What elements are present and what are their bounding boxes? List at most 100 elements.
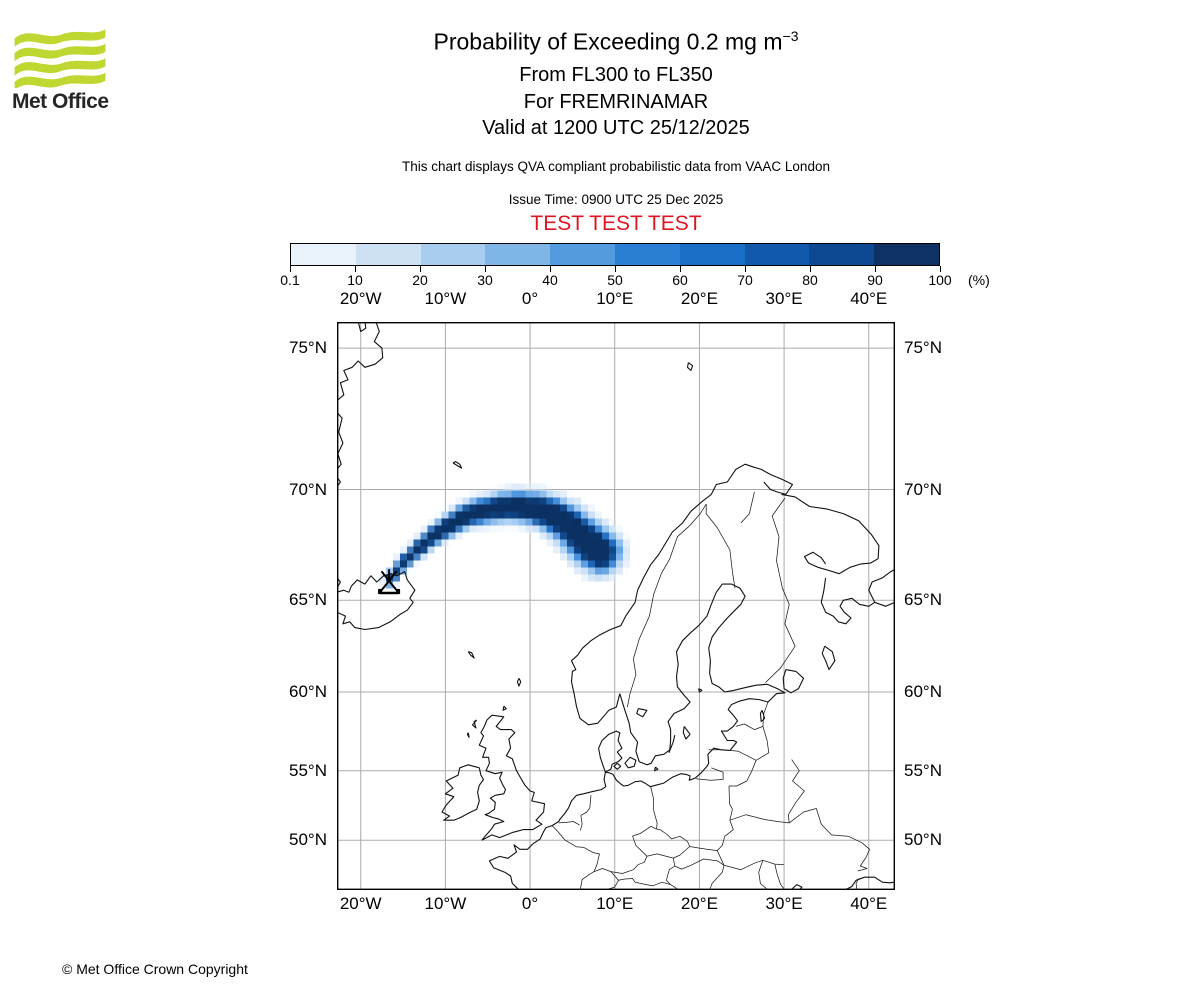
colorbar-tick	[680, 266, 681, 272]
colorbar-segment-50	[614, 244, 680, 265]
coastline	[471, 719, 478, 729]
coastline	[337, 412, 344, 470]
country-border	[558, 821, 580, 826]
coastline	[624, 756, 637, 769]
subtitle-valid-time: Valid at 1200 UTC 25/12/2025	[482, 117, 750, 139]
coastline	[502, 705, 507, 711]
volcano-marker	[378, 568, 401, 595]
colorbar-tick	[485, 266, 486, 272]
colorbar-tick	[615, 266, 616, 272]
coastline	[844, 876, 895, 890]
axis-label-lat: 65°N	[289, 590, 327, 610]
axis-label-lon: 10°W	[424, 894, 467, 913]
country-border	[705, 504, 736, 589]
country-border	[709, 865, 725, 890]
axis-label-lon: 20°W	[339, 289, 382, 308]
met-office-logo: Met Office	[10, 24, 120, 119]
axis-label-lat: 65°N	[904, 590, 942, 610]
country-border	[674, 846, 725, 870]
colorbar-tick	[875, 266, 876, 272]
country-border	[650, 786, 658, 829]
country-border	[762, 701, 769, 727]
axis-label-lat: 60°N	[904, 681, 942, 701]
coastline	[337, 571, 416, 631]
logo-text: Met Office	[12, 90, 109, 113]
axis-label-lat: 70°N	[289, 479, 327, 499]
coastline	[570, 463, 794, 726]
colorbar-tick-label: 100	[928, 272, 952, 288]
axis-label-lat: 75°N	[904, 338, 942, 358]
colorbar-tick-label: 80	[802, 272, 818, 288]
axis-label-lon: 30°E	[765, 894, 803, 913]
axis-label-lat: 55°N	[904, 760, 942, 780]
coastline	[441, 764, 485, 821]
country-border	[593, 853, 600, 872]
colorbar-tick-label: 40	[542, 272, 558, 288]
axis-label-lat: 50°N	[289, 830, 327, 850]
country-border	[755, 726, 770, 761]
colorbar-segment-90	[874, 244, 939, 265]
axis-label-lon: 10°W	[424, 289, 467, 308]
axis-label-lon: 30°E	[765, 289, 803, 308]
copyright-notice: © Met Office Crown Copyright	[62, 961, 248, 977]
country-border	[708, 749, 757, 761]
axis-label-lon: 40°E	[850, 894, 888, 913]
axis-label-lon: 40°E	[850, 289, 888, 308]
axis-label-lon: 0°	[521, 289, 539, 308]
test-banner: TEST TEST TEST	[530, 212, 702, 235]
coastline	[516, 678, 522, 687]
coastline	[682, 726, 691, 740]
country-border	[740, 491, 755, 524]
title-superscript: −3	[782, 28, 799, 44]
country-border	[735, 723, 764, 730]
country-border	[551, 825, 600, 855]
country-border	[580, 868, 619, 890]
longitude-labels-top: 20°W 10°W 0° 10°E 20°E 30°E 40°E	[337, 289, 895, 309]
coastline	[790, 884, 803, 890]
country-border	[855, 878, 859, 890]
coastline	[452, 461, 463, 469]
axis-label-lon: 20°W	[339, 894, 382, 913]
coastline	[357, 322, 367, 333]
coastline	[488, 772, 607, 890]
country-border	[610, 856, 648, 874]
axis-label-lon: 20°E	[680, 894, 718, 913]
page-title: Probability of Exceeding 0.2 mg m−3	[433, 28, 799, 55]
colorbar-tick-label: 10	[347, 272, 363, 288]
colorbar-tick	[810, 266, 811, 272]
coastline	[653, 766, 659, 772]
axis-label-lat: 55°N	[289, 760, 327, 780]
colorbar-ticks	[290, 266, 942, 273]
coastline	[821, 645, 836, 671]
colorbar-segment-0.1	[291, 244, 356, 265]
country-border	[670, 884, 696, 890]
map-panel	[337, 322, 895, 890]
axis-label-lon: 10°E	[596, 894, 634, 913]
country-border	[774, 864, 786, 890]
colorbar-tick-label: 50	[607, 272, 623, 288]
coastline	[874, 601, 895, 607]
colorbar-tick	[745, 266, 746, 272]
coastline	[636, 708, 648, 718]
coastline	[781, 493, 880, 575]
axis-label-lon: 10°E	[596, 289, 634, 308]
colorbar-tick-label: 30	[477, 272, 493, 288]
colorbar-labels: 0.1 10 20 30 40 50 60 70 80 90 100	[280, 272, 951, 288]
coastline	[613, 762, 622, 770]
met-office-waves-icon	[14, 29, 106, 91]
colorbar-tick	[290, 266, 291, 272]
coastline	[337, 322, 384, 402]
issue-time: Issue Time: 0900 UTC 25 Dec 2025	[508, 192, 724, 207]
latitude-labels-left: 75°N 70°N 65°N 60°N 55°N 50°N	[0, 322, 327, 890]
colorbar-tick-label: 70	[737, 272, 753, 288]
coastline	[698, 688, 703, 693]
longitude-labels-bottom: 20°W 10°W 0° 10°E 20°E 30°E 40°E	[337, 894, 895, 914]
colorbar-tick-label: 20	[412, 272, 428, 288]
colorbar-segment-70	[744, 244, 810, 265]
country-border	[627, 503, 707, 708]
colorbar-tick-label: 90	[867, 272, 883, 288]
probability-colorbar	[290, 243, 940, 266]
coastline	[467, 651, 475, 659]
coastline	[782, 669, 805, 694]
coastline	[668, 734, 676, 754]
